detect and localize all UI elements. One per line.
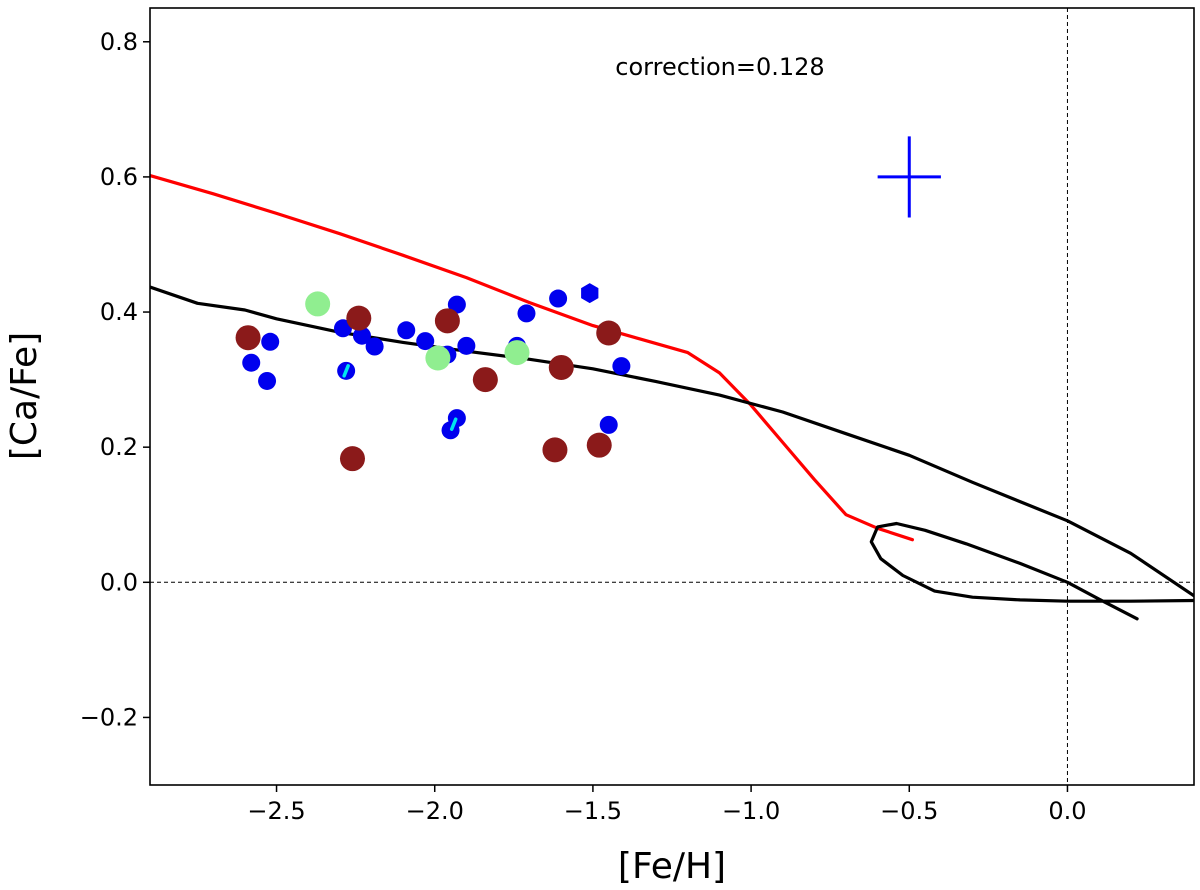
point-s1-8 [397, 321, 416, 340]
x-axis-title: [Fe/H] [618, 846, 726, 887]
x-tick-label: −2.5 [247, 797, 305, 825]
point-s1-4 [333, 319, 352, 338]
point-s1-17 [549, 289, 568, 308]
point-s3-8 [586, 432, 612, 458]
point-s1-7 [365, 337, 384, 356]
point-s1-12 [457, 336, 476, 355]
x-tick-label: −1.5 [564, 797, 622, 825]
x-tick-label: −0.5 [880, 797, 938, 825]
x-tick-label: 0.0 [1048, 797, 1086, 825]
y-tick-label: 0.8 [100, 28, 138, 56]
point-s2-1 [581, 283, 599, 304]
y-tick-label: −0.2 [80, 703, 138, 731]
x-axis-ticks: −2.5 −2.0 −1.5 −1.0 −0.5 0.0 [247, 785, 1087, 825]
point-s1-1 [242, 353, 261, 372]
correction-annotation: correction=0.128 [615, 53, 824, 81]
point-s3-2 [346, 305, 372, 331]
x-tick-label: −2.0 [406, 797, 464, 825]
y-tick-label: 0.6 [100, 163, 138, 191]
reference-lines [150, 8, 1194, 785]
point-s3-9 [596, 320, 622, 346]
point-s1-9 [416, 332, 435, 351]
point-s3-1 [235, 325, 261, 351]
point-s1-6 [352, 326, 371, 345]
y-axis-ticks: −0.2 0.0 0.2 0.4 0.6 0.8 [80, 28, 150, 731]
point-s1-11 [447, 295, 466, 314]
model-curve-3 [869, 521, 1194, 621]
y-axis-title: [Ca/Fe] [4, 332, 45, 460]
point-s1-19 [612, 357, 631, 376]
point-s3-4 [434, 308, 460, 334]
data-points [235, 283, 631, 472]
error-cross [877, 136, 941, 218]
point-s5-2 [449, 417, 458, 431]
y-tick-label: 0.0 [100, 568, 138, 596]
point-s1-2 [258, 371, 277, 390]
y-tick-label: 0.4 [100, 298, 138, 326]
point-s3-5 [472, 367, 498, 393]
point-s4-1 [305, 291, 331, 317]
y-tick-label: 0.2 [100, 433, 138, 461]
point-s1-18 [599, 415, 618, 434]
plot-frame [149, 7, 1195, 786]
model-curve-2 [150, 285, 1194, 598]
point-s3-3 [339, 446, 365, 472]
point-s4-2 [425, 345, 451, 371]
point-s4-3 [504, 340, 530, 366]
point-s3-7 [542, 437, 568, 463]
model-curve-1 [150, 174, 914, 542]
point-s1-3 [261, 332, 280, 351]
point-s5-1 [342, 364, 350, 378]
point-s3-6 [548, 354, 574, 380]
x-tick-label: −1.0 [722, 797, 780, 825]
point-s1-16 [517, 304, 536, 323]
model-curves [150, 174, 1194, 621]
